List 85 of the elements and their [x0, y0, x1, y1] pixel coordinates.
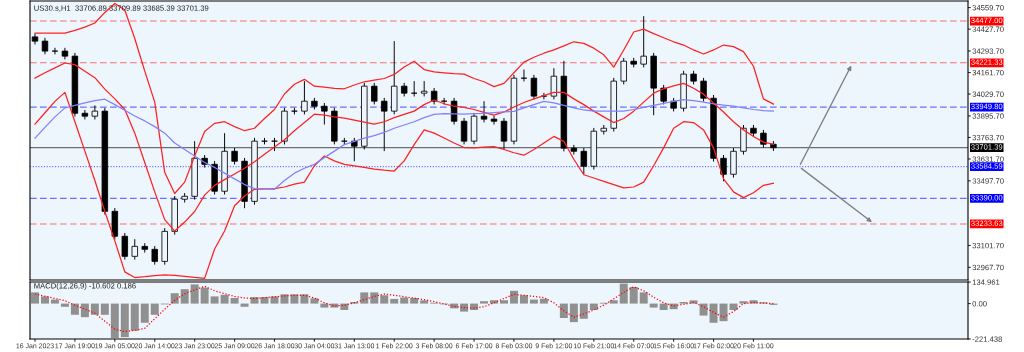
bar — [400, 297, 409, 304]
bar — [170, 293, 179, 304]
candlestick — [51, 47, 59, 55]
candlestick — [620, 57, 627, 85]
candlestick — [740, 124, 747, 156]
bar — [500, 300, 508, 304]
candlestick — [480, 100, 488, 123]
candlestick — [730, 147, 737, 179]
candlestick — [131, 238, 138, 261]
bar — [559, 303, 568, 318]
bar — [539, 298, 548, 304]
bar — [629, 286, 638, 304]
bar — [659, 303, 668, 310]
candlestick — [121, 232, 129, 261]
bar — [50, 299, 59, 304]
bar — [330, 303, 339, 308]
bar — [290, 294, 299, 304]
bar — [90, 303, 99, 315]
bar — [280, 294, 289, 304]
candlestick — [500, 117, 508, 150]
bar — [709, 303, 718, 323]
bar — [250, 297, 259, 304]
bar — [70, 303, 79, 315]
bar — [320, 303, 329, 308]
bar — [719, 303, 728, 322]
bar — [200, 287, 209, 304]
bar — [40, 296, 49, 304]
bar — [100, 303, 109, 315]
bar — [410, 297, 419, 304]
bar — [300, 294, 309, 304]
bar — [609, 300, 618, 304]
line-series — [34, 98, 775, 190]
bar — [270, 296, 279, 304]
bar — [370, 292, 379, 304]
candlestick — [580, 147, 588, 175]
bar — [739, 301, 748, 304]
bar — [490, 300, 498, 304]
bar — [569, 303, 578, 323]
bar — [190, 284, 199, 304]
bar — [150, 303, 159, 315]
bar — [390, 298, 399, 304]
bar — [220, 294, 229, 304]
bar — [639, 292, 648, 304]
bar — [579, 303, 588, 319]
bar — [480, 301, 489, 304]
bar — [360, 292, 369, 304]
bar — [140, 303, 149, 323]
bar — [120, 303, 129, 338]
bar — [60, 303, 69, 307]
candlestick — [371, 82, 378, 105]
bar — [619, 283, 628, 304]
candlestick — [530, 74, 538, 100]
bar — [509, 290, 518, 304]
bar — [420, 300, 429, 304]
bar — [310, 298, 319, 304]
bar — [529, 299, 538, 304]
candlestick — [660, 84, 667, 105]
candlestick — [301, 80, 308, 115]
candlestick — [321, 102, 328, 125]
candlestick — [640, 15, 647, 68]
bar — [210, 296, 219, 304]
bar — [240, 303, 249, 307]
candlestick — [91, 104, 99, 120]
bar — [180, 289, 189, 304]
candlestick — [351, 137, 358, 162]
bar — [80, 303, 89, 318]
bar — [649, 303, 658, 308]
candlestick — [490, 115, 498, 125]
line-series — [34, 2, 775, 195]
candlestick — [550, 67, 558, 100]
bar — [31, 292, 39, 304]
bar — [380, 295, 389, 304]
bar — [230, 297, 239, 304]
candlestick — [151, 245, 158, 266]
bar — [460, 303, 469, 312]
line-series — [34, 91, 775, 279]
candlestick — [81, 109, 89, 120]
candlestick — [460, 117, 468, 145]
bar — [130, 303, 139, 331]
bar — [699, 303, 708, 316]
bar — [110, 303, 119, 338]
candlestick — [381, 97, 388, 152]
bar — [519, 295, 528, 304]
line-series — [34, 62, 775, 232]
candlestick — [720, 154, 727, 182]
